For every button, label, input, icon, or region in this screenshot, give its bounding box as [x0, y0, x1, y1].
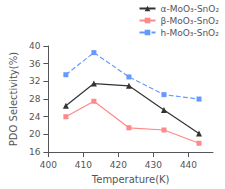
svg-text:420: 420 — [110, 160, 127, 170]
svg-text:32: 32 — [29, 76, 40, 86]
svg-text:h-MoO₃-SnO₂: h-MoO₃-SnO₂ — [161, 28, 220, 38]
svg-text:PDO Selectivity(%): PDO Selectivity(%) — [8, 52, 19, 146]
svg-text:24: 24 — [29, 112, 41, 122]
svg-text:440: 440 — [180, 160, 197, 170]
svg-text:40: 40 — [29, 41, 41, 51]
svg-text:β-MoO₃-SnO₂: β-MoO₃-SnO₂ — [161, 16, 220, 26]
svg-text:Temperature(K): Temperature(K) — [91, 174, 170, 185]
svg-text:400: 400 — [40, 160, 57, 170]
svg-text:28: 28 — [29, 94, 41, 104]
svg-text:430: 430 — [145, 160, 162, 170]
svg-text:α-MoO₃-SnO₂: α-MoO₃-SnO₂ — [161, 4, 220, 14]
svg-text:16: 16 — [29, 147, 41, 157]
svg-text:36: 36 — [29, 59, 41, 69]
svg-text:20: 20 — [29, 129, 41, 139]
svg-text:410: 410 — [75, 160, 92, 170]
